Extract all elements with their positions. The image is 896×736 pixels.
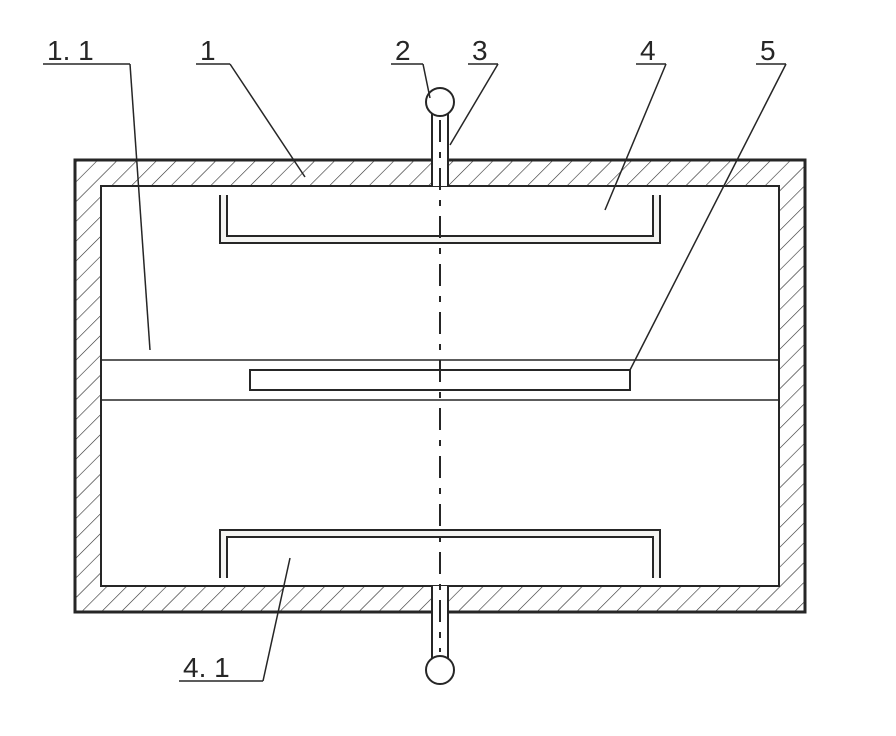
label-text-3: 3 (472, 35, 488, 66)
label-text-5: 5 (760, 35, 776, 66)
label-text-2: 2 (395, 35, 411, 66)
port-ball (426, 656, 454, 684)
label-text-1: 1 (200, 35, 216, 66)
label-text-4: 4 (640, 35, 656, 66)
label-text-4.1: 4. 1 (183, 652, 230, 683)
port-ball (426, 88, 454, 116)
label-text-1.1: 1. 1 (47, 35, 94, 66)
